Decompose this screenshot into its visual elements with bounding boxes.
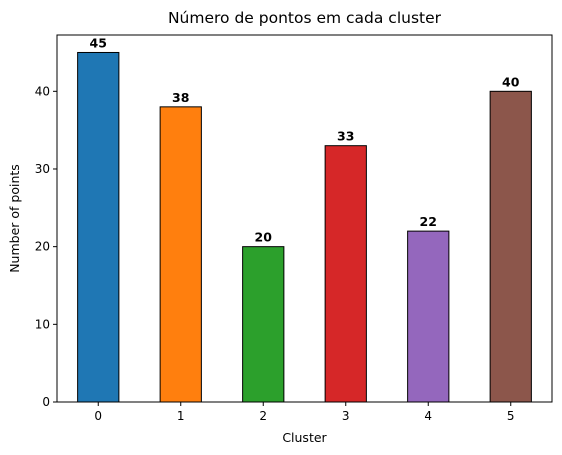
y-tick-label: 0: [42, 395, 50, 409]
x-tick-label: 1: [177, 409, 185, 423]
x-tick-label: 5: [507, 409, 515, 423]
data-label-cluster-3: 33: [337, 129, 354, 144]
x-axis-ticks: 0 1 2 3 4 5: [94, 402, 515, 423]
bar-cluster-5: [489, 90, 532, 403]
y-tick-label: 40: [35, 84, 50, 98]
x-tick-label: 0: [94, 409, 102, 423]
bar-cluster-2: [242, 246, 285, 403]
x-axis-label: Cluster: [282, 430, 327, 445]
x-tick-label: 4: [424, 409, 432, 423]
plot-frame: [56, 34, 553, 403]
data-label-cluster-4: 22: [420, 214, 437, 229]
data-label-cluster-5: 40: [502, 74, 520, 89]
data-label-cluster-2: 20: [255, 230, 273, 245]
bar-cluster-0: [77, 51, 120, 403]
y-axis-label: Number of points: [7, 164, 22, 273]
y-tick-label: 10: [35, 317, 50, 331]
data-label-cluster-1: 38: [172, 90, 189, 105]
x-tick-label: 3: [342, 409, 350, 423]
bars-layer: [77, 51, 532, 403]
bar-cluster-4: [407, 230, 450, 403]
data-label-cluster-0: 45: [90, 35, 107, 50]
x-tick-label: 2: [259, 409, 267, 423]
bar-cluster-1: [159, 106, 202, 403]
chart-title: Número de pontos em cada cluster: [168, 9, 442, 27]
y-tick-label: 20: [35, 240, 50, 254]
y-axis-ticks: 0 10 20 30 40: [35, 84, 57, 409]
data-labels-layer: 45 38 20 33 22 40: [90, 35, 520, 244]
y-tick-label: 30: [35, 162, 50, 176]
bar-cluster-3: [324, 145, 367, 403]
